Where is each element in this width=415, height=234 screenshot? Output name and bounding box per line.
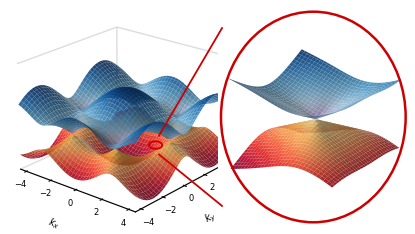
Y-axis label: $k_y$: $k_y$ <box>202 208 219 227</box>
X-axis label: $k_x$: $k_x$ <box>46 215 61 232</box>
